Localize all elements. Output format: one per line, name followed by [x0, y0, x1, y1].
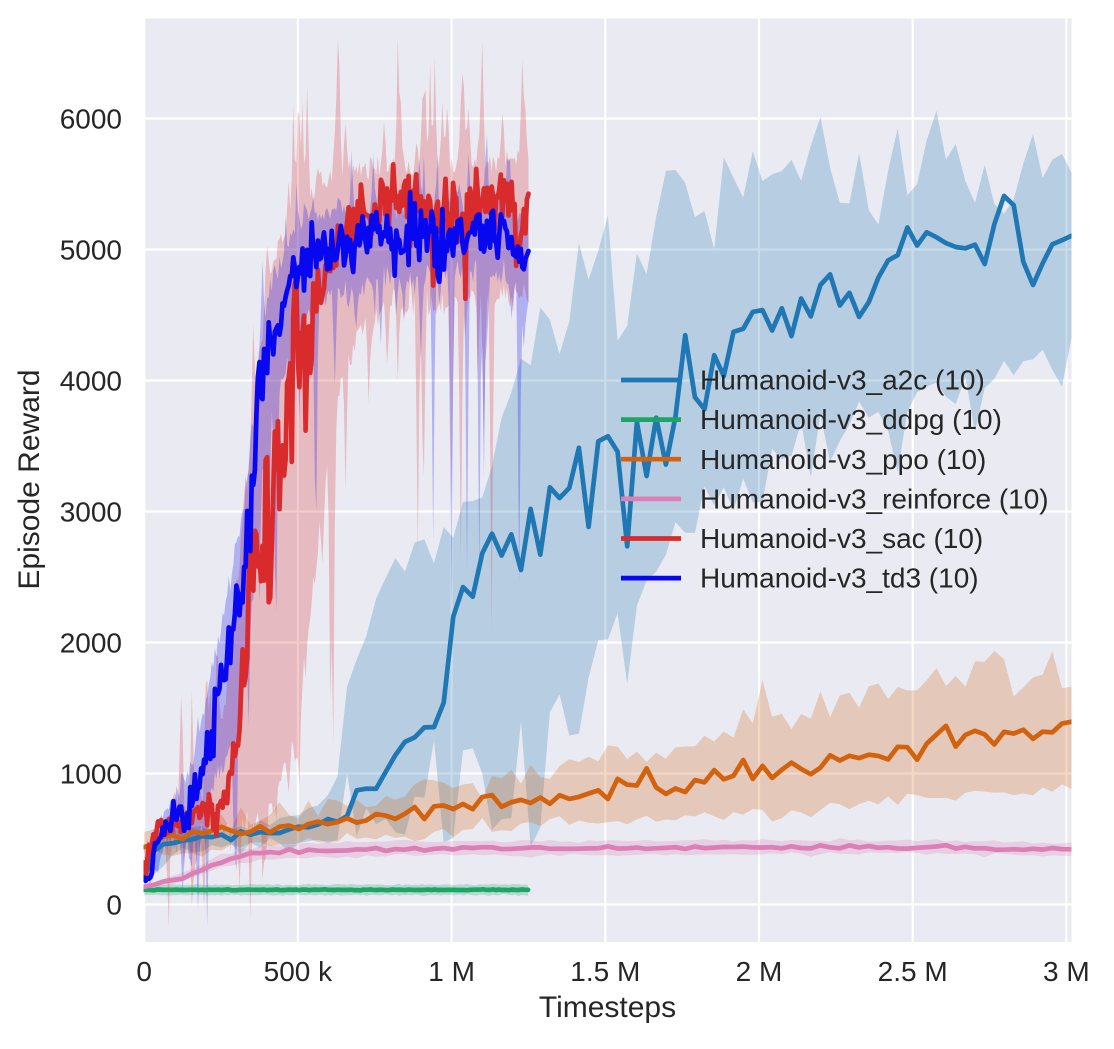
svg-text:1 M: 1 M — [428, 956, 475, 987]
svg-text:Humanoid-v3_reinforce (10): Humanoid-v3_reinforce (10) — [700, 484, 1049, 515]
svg-text:Humanoid-v3_ddpg (10): Humanoid-v3_ddpg (10) — [700, 404, 1002, 435]
svg-text:4000: 4000 — [60, 366, 122, 397]
svg-text:Humanoid-v3_td3 (10): Humanoid-v3_td3 (10) — [700, 563, 979, 594]
svg-text:Timesteps: Timesteps — [539, 991, 676, 1024]
svg-text:6000: 6000 — [60, 104, 122, 135]
svg-text:Episode Reward: Episode Reward — [13, 369, 46, 589]
svg-text:Humanoid-v3_sac (10): Humanoid-v3_sac (10) — [700, 523, 983, 554]
svg-text:2.5 M: 2.5 M — [878, 956, 948, 987]
svg-text:1000: 1000 — [60, 759, 122, 790]
svg-text:1.5 M: 1.5 M — [570, 956, 640, 987]
svg-text:2000: 2000 — [60, 628, 122, 659]
svg-text:3 M: 3 M — [1043, 956, 1090, 987]
svg-text:3000: 3000 — [60, 497, 122, 528]
svg-text:2 M: 2 M — [736, 956, 783, 987]
svg-text:0: 0 — [106, 890, 122, 921]
svg-text:0: 0 — [136, 956, 152, 987]
svg-text:500 k: 500 k — [264, 956, 333, 987]
svg-text:Humanoid-v3_a2c (10): Humanoid-v3_a2c (10) — [700, 365, 985, 396]
svg-text:5000: 5000 — [60, 235, 122, 266]
svg-text:Humanoid-v3_ppo (10): Humanoid-v3_ppo (10) — [700, 444, 986, 475]
